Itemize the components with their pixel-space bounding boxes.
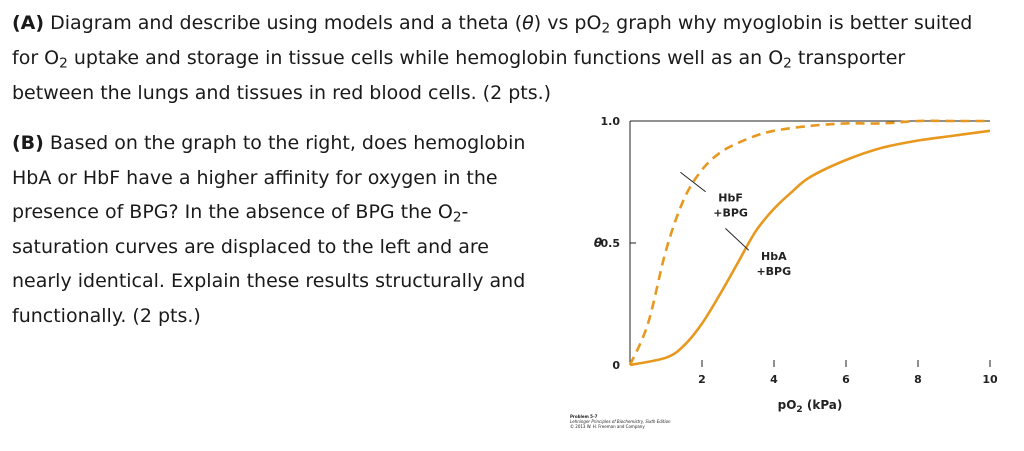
figure-credit: Problem 5-7 Lehninger Principles of Bioc… [570, 414, 671, 429]
x-tick-label: 2 [698, 373, 706, 386]
question-a-line-1: (A) Diagram and describe using models an… [12, 6, 1017, 41]
hbf-bpg-leader-line [680, 171, 706, 193]
question-b: (B) Based on the graph to the right, doe… [12, 126, 572, 334]
y-tick-label: 0 [612, 359, 620, 372]
text: transporter [791, 47, 906, 69]
question-a-line-3: between the lungs and tissues in red blo… [12, 82, 552, 104]
x-tick-label: 4 [770, 373, 778, 386]
y-tick-label: 1.0 [601, 115, 621, 128]
question-a: (A) Diagram and describe using models an… [12, 6, 1017, 111]
question-b-line-6: functionally. (2 pts.) [12, 304, 201, 327]
hba-bpg-label-line-1: HbA [761, 250, 787, 263]
x-tick-label: 8 [914, 373, 922, 386]
credit-line-3: © 2013 W. H. Freeman and Company [570, 424, 645, 429]
x-axis-label-main: pO [778, 398, 797, 412]
question-b-line-1: (B) Based on the graph to the right, doe… [12, 126, 572, 161]
question-b-line-2: HbA or HbF have a higher affinity for ox… [12, 166, 498, 189]
subscript: 2 [601, 20, 611, 37]
subscript: 2 [452, 209, 462, 226]
question-b-line-3: presence of BPG? In the absence of BPG t… [12, 195, 572, 230]
question-a-label: (A) [12, 12, 45, 34]
text: uptake and storage in tissue cells while… [67, 47, 784, 69]
question-a-line-2: for O2 uptake and storage in tissue cell… [12, 41, 1017, 76]
y-tick-label: 0.5 [601, 237, 621, 250]
hbf-bpg-label-line-2: +BPG [713, 207, 748, 220]
credit-line-2: Lehninger Principles of Biochemistry, Si… [570, 419, 671, 424]
x-tick-label: 10 [982, 373, 998, 386]
x-axis-label: pO2 (kPa) [778, 398, 843, 413]
text: graph why myoglobin is better suited [610, 12, 973, 34]
question-b-label: (B) [12, 132, 44, 154]
hba-bpg-label-line-2: +BPG [756, 265, 791, 278]
y-axis-label: θ [594, 236, 602, 250]
text: for O [12, 47, 60, 69]
theta-symbol: θ [522, 12, 534, 34]
hba-bpg-leader-line [725, 227, 750, 251]
subscript: 2 [783, 55, 792, 72]
x-axis-label-unit: (kPa) [803, 398, 843, 412]
text: Diagram and describe using models and a … [50, 12, 523, 34]
text: presence of BPG? In the absence of BPG t… [12, 201, 453, 224]
text: Based on the graph to the right, does he… [49, 132, 526, 154]
subscript: 2 [59, 55, 68, 72]
hba-bpg-curve [629, 129, 991, 367]
x-axis-label-sub: 2 [796, 405, 802, 413]
hbf-bpg-curve [628, 119, 990, 366]
credit-line-1: Problem 5-7 [570, 414, 598, 419]
x-tick-label: 6 [842, 373, 850, 386]
question-b-line-5: nearly identical. Explain these results … [12, 270, 526, 293]
question-b-line-4: saturation curves are displaced to the l… [12, 235, 489, 258]
hbf-bpg-label-line-1: HbF [718, 192, 743, 205]
text: - [461, 201, 469, 224]
text: ) vs pO [533, 12, 602, 34]
